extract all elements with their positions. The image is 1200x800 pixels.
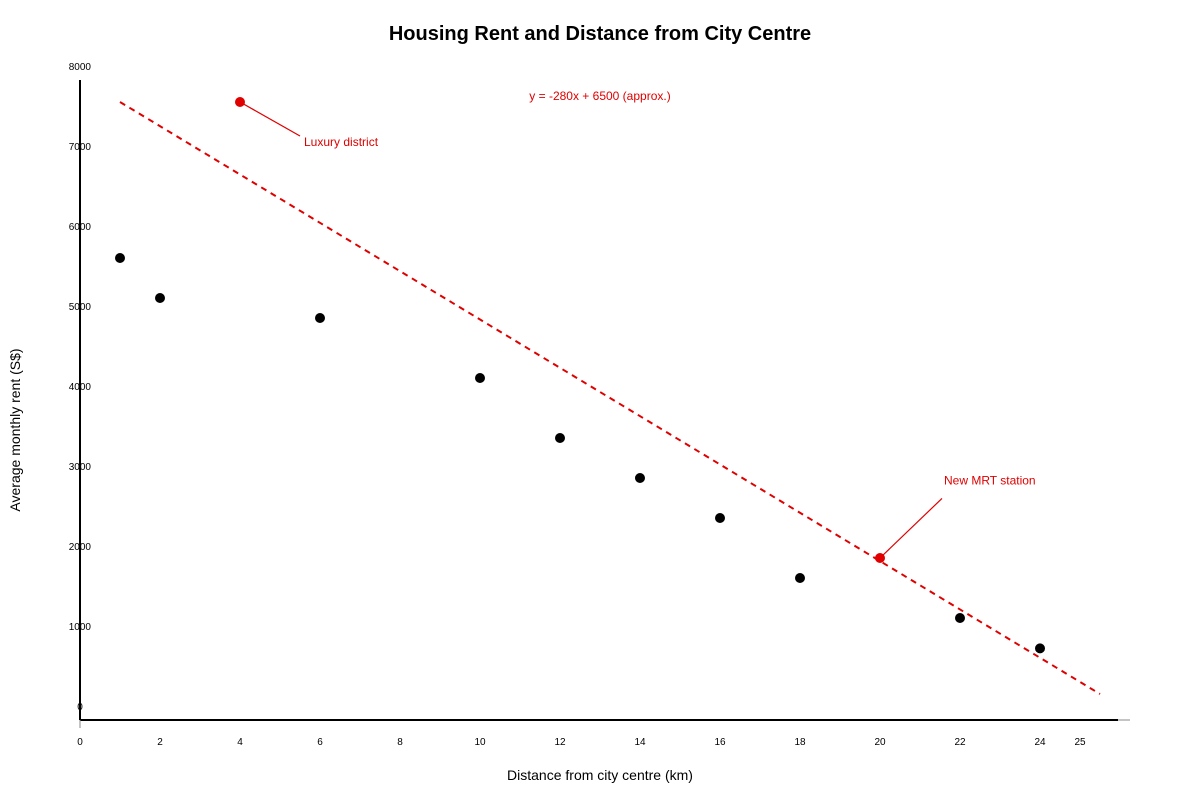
x-tick-label: 10 (474, 737, 486, 748)
data-point (475, 373, 485, 383)
x-tick-label: 24 (1034, 737, 1046, 748)
x-axis-label: Distance from city centre (km) (507, 767, 693, 783)
annotation-new-mrt-station: New MRT station (944, 473, 1036, 487)
y-axis-label: Average monthly rent (S$) (7, 348, 23, 511)
x-tick-label: 12 (554, 737, 566, 748)
trend-line (119, 101, 1101, 695)
y-tick-label: 4000 (69, 382, 92, 393)
chart-title: Housing Rent and Distance from City Cent… (389, 23, 811, 45)
data-points (115, 97, 1045, 654)
data-point (315, 313, 325, 323)
annotation-leader-line (879, 497, 943, 559)
annotations: Luxury district New MRT station (239, 101, 1036, 559)
data-point (795, 573, 805, 583)
data-point (555, 433, 565, 443)
data-point (155, 293, 165, 303)
x-tick-label: 20 (874, 737, 886, 748)
y-tick-label: 7000 (69, 142, 92, 153)
data-point (715, 513, 725, 523)
x-tick-label: 8 (397, 737, 403, 748)
y-tick-label: 3000 (69, 462, 92, 473)
annotation-leader-line (239, 101, 301, 137)
y-tick-label: 2000 (69, 542, 92, 553)
axes: 0 2 4 6 8 10 12 14 16 18 20 22 24 2501000200030004000… (69, 62, 1130, 748)
y-tick-label: 1000 (69, 622, 92, 633)
x-tick-label: 4 (237, 737, 243, 748)
x-tick-label: 6 (317, 737, 323, 748)
y-tick-label: 8000 (69, 62, 92, 73)
y-tick-label: 0 (77, 702, 83, 713)
data-point (635, 473, 645, 483)
trend-line-equation: y = -280x + 6500 (approx.) (529, 89, 670, 103)
data-point (955, 613, 965, 623)
data-point (115, 253, 125, 263)
x-tick-label: 22 (954, 737, 966, 748)
x-tick-label: 18 (794, 737, 806, 748)
x-tick-label: 14 (634, 737, 646, 748)
y-tick-label: 5000 (69, 302, 92, 313)
annotation-luxury-district: Luxury district (304, 135, 379, 149)
x-tick-label: 16 (714, 737, 726, 748)
y-tick-label: 6000 (69, 222, 92, 233)
x-tick-label: 25 (1074, 737, 1086, 748)
data-point (1035, 643, 1045, 654)
x-tick-label: 2 (157, 737, 163, 748)
x-tick-label: 0 (77, 737, 83, 748)
trend-line-layer: y = -280x + 6500 (approx.) (119, 89, 1101, 695)
